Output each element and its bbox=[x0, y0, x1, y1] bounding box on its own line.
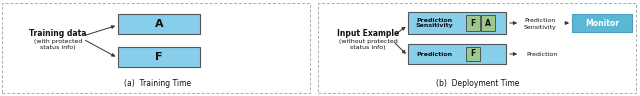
Bar bbox=[118, 47, 200, 67]
Text: (a)  Training Time: (a) Training Time bbox=[124, 79, 191, 89]
Text: status info): status info) bbox=[40, 46, 76, 50]
Text: A: A bbox=[155, 19, 163, 29]
Text: status info): status info) bbox=[350, 46, 386, 50]
Bar bbox=[466, 15, 480, 31]
Text: Input Example: Input Example bbox=[337, 29, 399, 38]
Bar bbox=[118, 14, 200, 34]
Text: Sensitivity: Sensitivity bbox=[524, 24, 556, 29]
Text: (with protected: (with protected bbox=[34, 39, 82, 45]
Text: A: A bbox=[485, 19, 491, 27]
Text: F: F bbox=[470, 19, 476, 27]
Text: Prediction: Prediction bbox=[524, 17, 556, 22]
Bar bbox=[318, 3, 636, 93]
Text: F: F bbox=[470, 50, 476, 58]
Text: Training data: Training data bbox=[29, 29, 87, 38]
Text: (without protected: (without protected bbox=[339, 39, 397, 45]
Text: Prediction
Sensitivity: Prediction Sensitivity bbox=[415, 18, 453, 28]
Text: (b)  Deployment Time: (b) Deployment Time bbox=[436, 79, 520, 89]
Bar bbox=[572, 14, 632, 32]
Text: Monitor: Monitor bbox=[585, 19, 619, 27]
Bar bbox=[481, 15, 495, 31]
Text: Prediction: Prediction bbox=[526, 51, 557, 57]
Bar bbox=[466, 47, 480, 61]
Text: Prediction: Prediction bbox=[416, 51, 452, 57]
Bar bbox=[408, 44, 506, 64]
Text: F: F bbox=[156, 52, 163, 62]
Bar bbox=[2, 3, 310, 93]
Bar bbox=[408, 12, 506, 34]
